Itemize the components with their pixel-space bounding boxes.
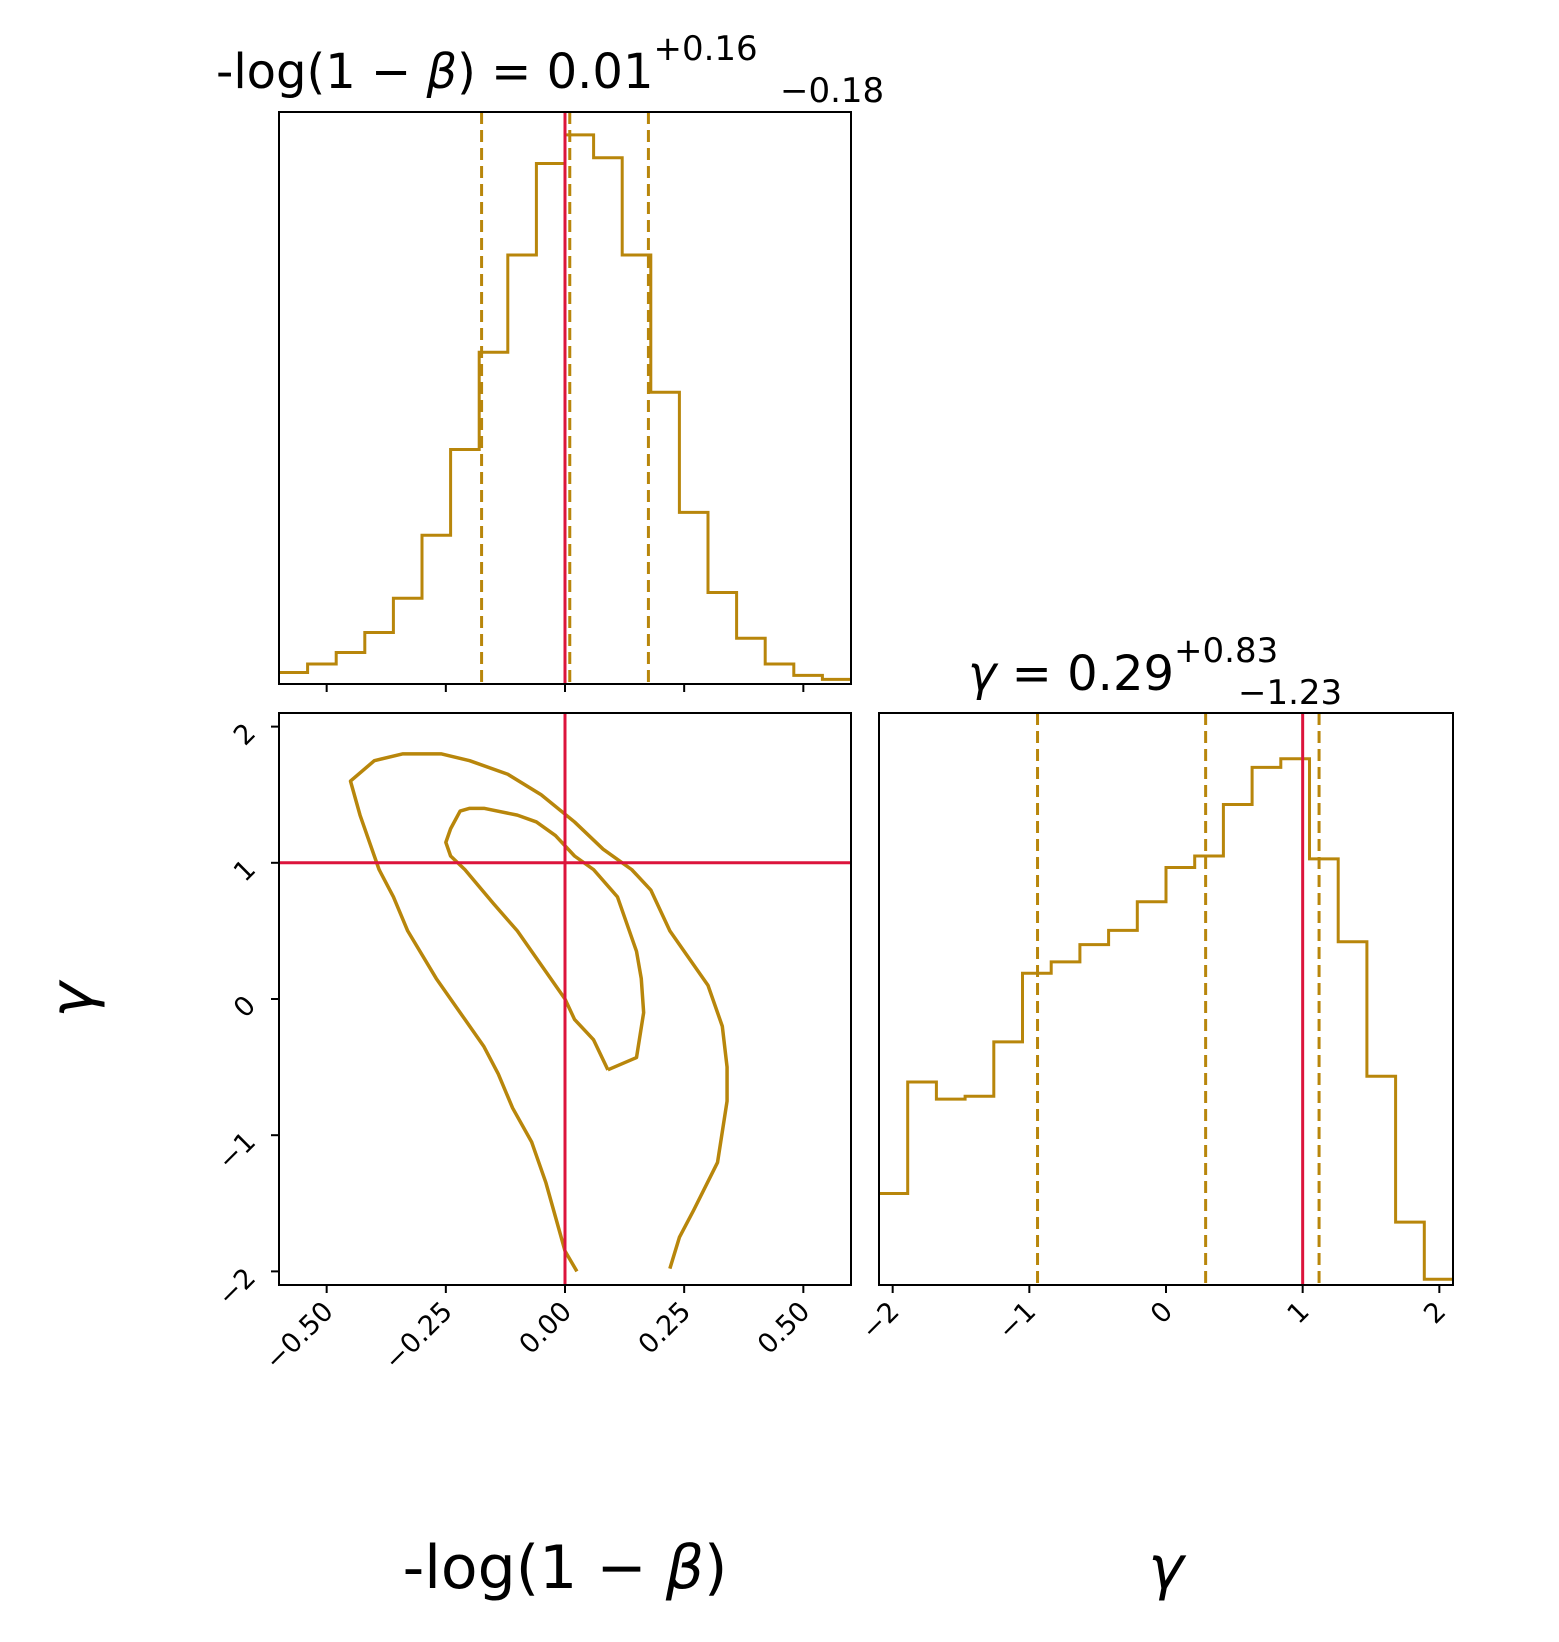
beta-panel-title: -log(1 − β) = 0.01+0.16 −0.18	[216, 29, 884, 111]
contour-outer	[348, 752, 729, 1273]
x-axis-label-gamma: γ	[1148, 1533, 1187, 1603]
x-axis-label-symbol: β	[665, 1533, 704, 1603]
beta-title-upper-error: +0.16	[653, 29, 757, 69]
gamma-title-lower-error: −1.23	[1238, 673, 1342, 713]
gamma-marginal-xtick-label-4: 2	[1418, 1296, 1452, 1330]
gamma-marginal-xtick-label-1: −1	[992, 1296, 1042, 1346]
joint-ytick-label-3: −1	[212, 1126, 262, 1176]
joint-contour-panel: −0.50 −0.25 0.00 0.25 0.50 2 1 0 −1 −2	[212, 712, 852, 1376]
beta-title-symbol: β	[426, 44, 458, 100]
gamma-title-value: = 0.29	[996, 646, 1174, 702]
beta-title-prefix: -log(1 −	[216, 44, 427, 100]
marginal-beta-panel	[278, 111, 852, 692]
contour-inner	[444, 806, 646, 1072]
gamma-title-symbol: γ	[968, 646, 999, 702]
joint-ytick-label-0: 2	[228, 718, 262, 752]
joint-ytick-label-4: −2	[212, 1262, 262, 1312]
joint-xtick-label-4: 0.50	[752, 1296, 816, 1360]
x-axis-label-suffix: )	[704, 1533, 727, 1603]
gamma-marginal-histogram-step	[879, 757, 1453, 1281]
y-axis-label-gamma: γ	[37, 979, 107, 1018]
gamma-panel-title: γ = 0.29+0.83 −1.23	[968, 631, 1342, 713]
joint-ytick-label-1: 1	[228, 854, 262, 888]
gamma-marginal-xtick-label-3: 1	[1282, 1296, 1316, 1330]
gamma-marginal-xtick-label-0: −2	[856, 1296, 906, 1346]
joint-xtick-label-2: 0.00	[514, 1296, 578, 1360]
gamma-marginal-xtick-label-2: 0	[1145, 1296, 1179, 1330]
x-axis-label-beta: -log(1 − β)	[403, 1533, 728, 1603]
gamma-title-upper-error: +0.83	[1174, 631, 1278, 671]
joint-xtick-label-1: −0.25	[378, 1296, 458, 1376]
x-axis-label-prefix: -log(1 −	[403, 1533, 666, 1603]
joint-xtick-label-0: −0.50	[259, 1296, 339, 1376]
beta-title-lower-error: −0.18	[780, 71, 884, 111]
marginal-gamma-panel: −2 −1 0 1 2	[856, 712, 1454, 1346]
joint-xtick-label-3: 0.25	[633, 1296, 697, 1360]
beta-title-value: ) = 0.01	[457, 44, 653, 100]
joint-ytick-label-2: 0	[228, 990, 262, 1024]
